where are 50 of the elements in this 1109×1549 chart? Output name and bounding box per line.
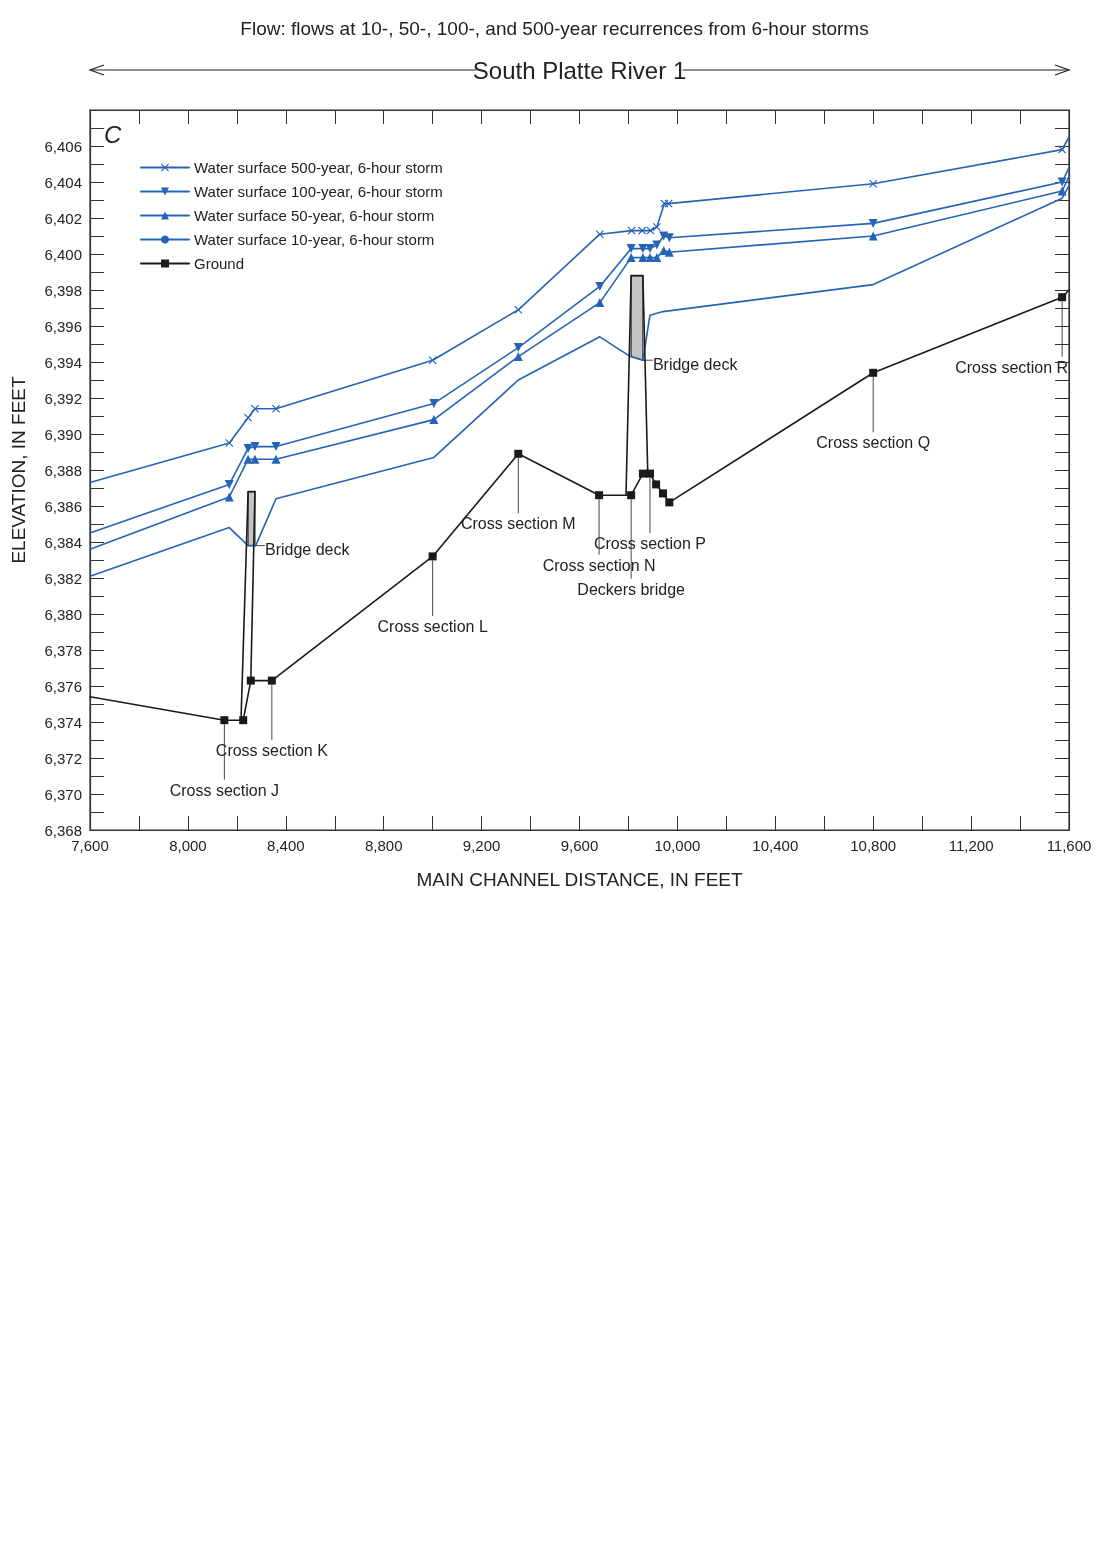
legend-label: Water surface 50-year, 6-hour storm (194, 207, 435, 224)
legend-label: Water surface 10-year, 6-hour storm (194, 231, 435, 248)
y-tick-label: 6,380 (44, 605, 82, 623)
annotation: C (104, 120, 122, 148)
annotation: Deckers bridge (577, 580, 686, 598)
y-tick-label: 6,406 (44, 137, 82, 155)
y-tick-label: 6,396 (44, 317, 82, 335)
annotation: Cross section Q (816, 434, 931, 452)
annotation: Cross section J (169, 781, 280, 799)
y-tick-label: 6,384 (44, 533, 82, 551)
annotation: Bridge deck (652, 355, 739, 373)
y-tick-label: 6,400 (44, 245, 82, 263)
x-tick-label: 8,800 (364, 837, 403, 854)
annotation: Cross section M (460, 515, 576, 533)
x-tick-label: 10,800 (850, 837, 897, 854)
x-tick-label: 11,200 (948, 837, 994, 854)
x-tick-label: 10,400 (752, 837, 799, 854)
y-tick-label: 6,390 (44, 425, 82, 443)
y-tick-label: 6,376 (44, 677, 82, 695)
annotation: Cross section L (377, 617, 488, 635)
y-tick-label: 6,404 (44, 173, 82, 191)
annotation: Cross section P (593, 535, 707, 553)
x-axis-title: MAIN CHANNEL DISTANCE, IN FEET (416, 869, 743, 890)
x-tick-label: 7,600 (71, 837, 109, 854)
y-tick-label: 6,394 (44, 353, 82, 371)
y-tick-label: 6,382 (44, 569, 82, 587)
x-tick-label: 8,000 (169, 837, 207, 854)
chart-title: Flow: flows at 10-, 50-, 100-, and 500-year recurrences from 6-hour storms (240, 18, 869, 39)
legend-label: Water surface 100-year, 6-hour storm (194, 183, 443, 200)
x-tick-label: 9,200 (462, 837, 501, 854)
text: South Platte River 1 (472, 56, 687, 84)
y-tick-label: 6,372 (44, 749, 82, 767)
y-tick-label: 6,392 (44, 389, 82, 407)
y-tick-label: 6,368 (44, 821, 82, 839)
x-tick-label: 11,600 (1046, 837, 1092, 854)
legend-label: Water surface 500-year, 6-hour storm (194, 159, 443, 176)
y-tick-label: 6,374 (44, 713, 82, 731)
y-tick-label: 6,378 (44, 641, 82, 659)
x-tick-label: 10,000 (654, 837, 701, 854)
y-tick-label: 6,388 (44, 461, 82, 479)
y-axis-title: ELEVATION, IN FEET (8, 376, 29, 564)
annotation: Cross section N (542, 556, 656, 574)
y-tick-label: 6,398 (44, 281, 82, 299)
annotation: Bridge deck (264, 541, 351, 559)
legend-label: Ground (194, 255, 245, 272)
y-tick-label: 6,402 (44, 209, 82, 227)
x-tick-label: 8,400 (267, 837, 305, 854)
y-tick-label: 6,386 (44, 497, 82, 515)
x-tick-label: 9,600 (560, 837, 599, 854)
y-tick-label: 6,370 (44, 785, 82, 803)
